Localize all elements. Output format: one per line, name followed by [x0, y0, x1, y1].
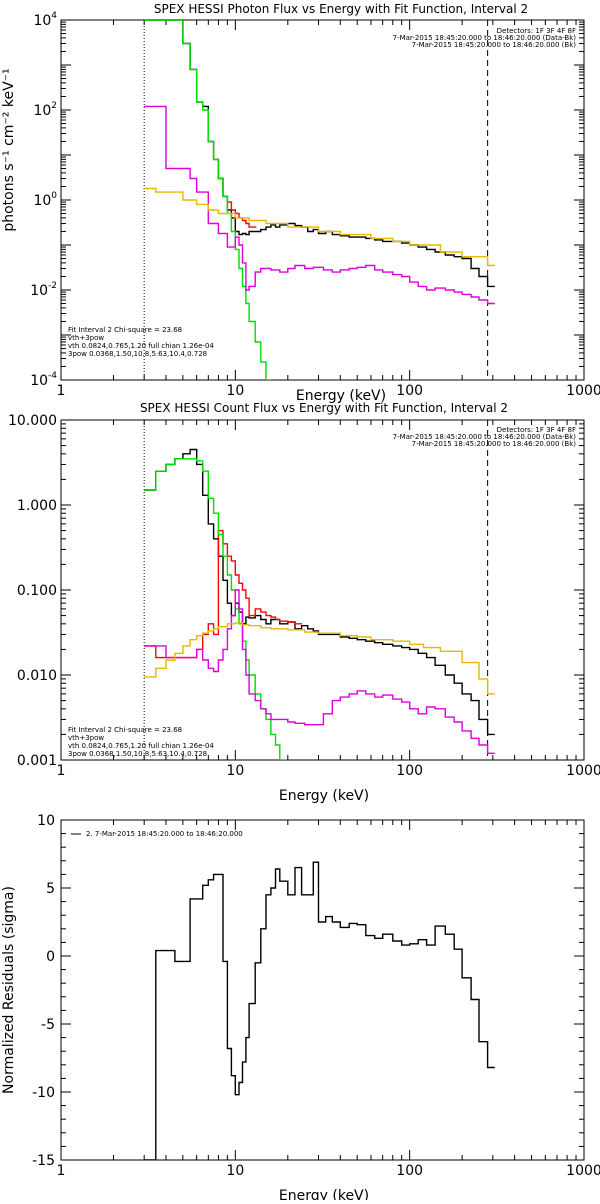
residuals-panel: Normalized Residuals (sigma) Energy (keV… — [1, 813, 600, 1204]
count-detectors-note: Detectors: 1F 3F 4F 8F — [497, 426, 576, 434]
photon-x-axis-label: Energy (keV) — [296, 388, 386, 404]
photon-flux-panel: SPEX HESSI Photon Flux vs Energy with Fi… — [1, 2, 600, 404]
count-fit-vth-note: vth 0.0824,0.765,1.20 full chian 1.26e-0… — [68, 742, 214, 750]
residuals-y-axis-label: Normalized Residuals (sigma) — [1, 886, 17, 1094]
photon-series-3-line — [144, 105, 495, 305]
photon-y-tick-label: 10-2 — [30, 281, 57, 299]
count-x-axis-label: Energy (keV) — [279, 788, 369, 804]
photon-fit-chisq-note: Fit Interval 2 Chi-square = 23.68 — [68, 326, 182, 334]
count-data-interval-note: 7-Mar-2015 18:45:20.000 to 18:46:20.000 … — [393, 433, 577, 441]
residuals-series-0-line — [144, 861, 495, 1160]
count-y-tick-label: 0.010 — [17, 668, 57, 684]
residuals-x-tick-label: 1 — [57, 1163, 66, 1179]
count-fit-chisq-note: Fit Interval 2 Chi-square = 23.68 — [68, 726, 182, 734]
photon-y-tick-label: 102 — [33, 101, 57, 119]
count-bk-interval-note: 7-Mar-2015 18:45:20.000 to 18:46:20.000 … — [412, 440, 577, 448]
photon-chart-title: SPEX HESSI Photon Flux vs Energy with Fi… — [154, 2, 528, 16]
count-plot-frame — [60, 419, 585, 761]
count-x-tick-label: 100 — [396, 763, 423, 779]
photon-y-axis-label: photons s⁻¹ cm⁻² keV⁻¹ — [1, 68, 17, 231]
residuals-x-tick-label: 10 — [226, 1163, 244, 1179]
count-chart-title: SPEX HESSI Count Flux vs Energy with Fit… — [140, 401, 508, 415]
residuals-legend-label: 2. 7-Mar-2015 18:45:20.000 to 18:46:20.0… — [86, 830, 243, 838]
photon-x-tick-label: 10 — [226, 383, 244, 399]
count-series-0-line — [144, 448, 495, 736]
residuals-y-tick-label: -10 — [32, 1085, 55, 1101]
photon-x-tick-label: 1000 — [566, 383, 600, 399]
residuals-y-tick-label: 0 — [46, 949, 55, 965]
residuals-y-tick-label: 5 — [46, 881, 55, 897]
photon-series-0-line — [144, 20, 495, 288]
count-fit-3pow-note: 3pow 0.0368,1.50,10.8,5.63,10.4,0.728 — [68, 750, 207, 758]
residuals-plot-frame — [60, 819, 585, 1161]
photon-y-tick-label: 100 — [33, 191, 57, 209]
count-x-tick-label: 1000 — [566, 763, 600, 779]
count-series-3-line — [144, 589, 495, 754]
count-x-tick-label: 10 — [226, 763, 244, 779]
residuals-y-tick-label: -15 — [32, 1153, 55, 1169]
photon-x-tick-label: 100 — [396, 383, 423, 399]
residuals-y-tick-label: -5 — [41, 1017, 55, 1033]
count-x-tick-label: 1 — [57, 763, 66, 779]
photon-series-4-line — [144, 187, 495, 267]
residuals-x-tick-label: 1000 — [566, 1163, 600, 1179]
count-series-4-line — [144, 622, 495, 695]
residuals-y-tick-label: 10 — [37, 813, 55, 829]
photon-data-interval-note: 7-Mar-2015 18:45:20.000 to 18:46:20.000 … — [393, 34, 577, 42]
photon-series-2-line — [144, 20, 272, 380]
count-y-tick-label: 1.000 — [17, 498, 57, 514]
photon-fit-vth-note: vth 0.0824,0.765,1.20 full chian 1.26e-0… — [68, 342, 214, 350]
count-flux-panel: SPEX HESSI Count Flux vs Energy with Fit… — [8, 401, 600, 804]
residuals-x-tick-label: 100 — [396, 1163, 423, 1179]
photon-detectors-note: Detectors: 1F 3F 4F 8F — [497, 27, 576, 35]
photon-bk-interval-note: 7-Mar-2015 18:45:20.000 to 18:46:20.000 … — [412, 41, 577, 49]
count-series-2-line — [144, 458, 288, 760]
photon-x-tick-label: 1 — [57, 383, 66, 399]
residuals-x-axis-label: Energy (keV) — [279, 1188, 369, 1200]
count-fit-model-note: vth+3pow — [68, 734, 104, 742]
count-y-tick-label: 10.000 — [8, 413, 57, 429]
photon-y-tick-label: 10-4 — [30, 371, 57, 389]
count-y-tick-label: 0.100 — [17, 583, 57, 599]
count-y-tick-label: 0.001 — [17, 753, 57, 769]
photon-y-tick-label: 104 — [33, 11, 57, 29]
photon-fit-3pow-note: 3pow 0.0368,1.50,10.8,5.63,10.4,0.728 — [68, 350, 207, 358]
photon-fit-model-note: vth+3pow — [68, 334, 104, 342]
